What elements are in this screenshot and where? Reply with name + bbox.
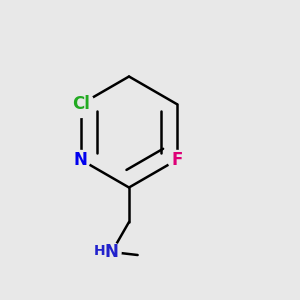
Text: F: F: [171, 151, 183, 169]
Circle shape: [68, 91, 94, 117]
Text: N: N: [74, 151, 88, 169]
Circle shape: [102, 243, 121, 261]
Text: N: N: [105, 243, 119, 261]
Text: Cl: Cl: [72, 95, 90, 113]
Circle shape: [72, 150, 90, 169]
Circle shape: [168, 150, 186, 169]
Text: H: H: [93, 244, 105, 258]
